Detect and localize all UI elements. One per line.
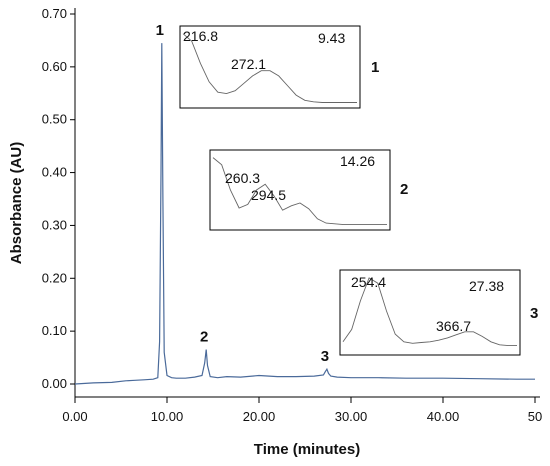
inset-2-spectrum [212,157,387,226]
inset-1-spectrum [182,33,357,103]
inset-1-maximum-1: 216.8 [183,28,218,44]
inset-1-frame [179,25,361,109]
inset-3-label: 3 [530,305,538,322]
y-axis-ticks: 0.00 0.10 0.20 0.30 0.40 0.50 0.60 0.70 [42,6,75,391]
x-tick-label: 40.00 [427,409,460,424]
x-tick-label: 50 [528,409,542,424]
inset-1-maximum-2: 272.1 [231,56,266,72]
chromatogram-trace [74,43,535,385]
inset-2-maximum-2: 294.5 [251,187,286,203]
peak-label-3: 3 [321,348,329,365]
inset-1-label: 1 [371,59,379,76]
x-axis-title: Time (minutes) [254,441,360,458]
peak-label-1: 1 [156,22,164,39]
inset-spectrum-3: 254.4 366.7 27.38 3 [339,269,538,356]
x-tick-label: 10.00 [151,409,184,424]
y-tick-label: 0.70 [42,6,67,21]
y-tick-label: 0.20 [42,270,67,285]
inset-3-spectrum [342,277,517,347]
inset-2-maximum-1: 260.3 [225,170,260,186]
y-tick-label: 0.60 [42,59,67,74]
inset-spectrum-1: 216.8 272.1 9.43 1 [179,25,379,109]
inset-3-time: 27.38 [469,278,504,294]
y-tick-label: 0.10 [42,323,67,338]
inset-1-time: 9.43 [318,30,345,46]
y-tick-label: 0.00 [42,376,67,391]
y-tick-label: 0.30 [42,217,67,232]
x-tick-label: 20.00 [243,409,276,424]
peak-label-2: 2 [200,329,208,346]
x-tick-label: 30.00 [335,409,368,424]
x-axis-ticks: 0.00 10.00 20.00 30.00 40.00 50 [62,397,542,424]
inset-spectrum-2: 260.3 294.5 14.26 2 [209,149,408,231]
y-axis-title: Absorbance (AU) [8,142,25,265]
inset-2-time: 14.26 [340,153,375,169]
y-tick-label: 0.50 [42,112,67,127]
peak-labels: 1 2 3 [156,22,329,365]
y-tick-label: 0.40 [42,165,67,180]
x-tick-label: 0.00 [62,409,87,424]
inset-2-label: 2 [400,181,408,198]
inset-2-frame [209,149,391,231]
inset-3-maximum-2: 366.7 [436,318,471,334]
inset-3-maximum-1: 254.4 [351,274,386,290]
